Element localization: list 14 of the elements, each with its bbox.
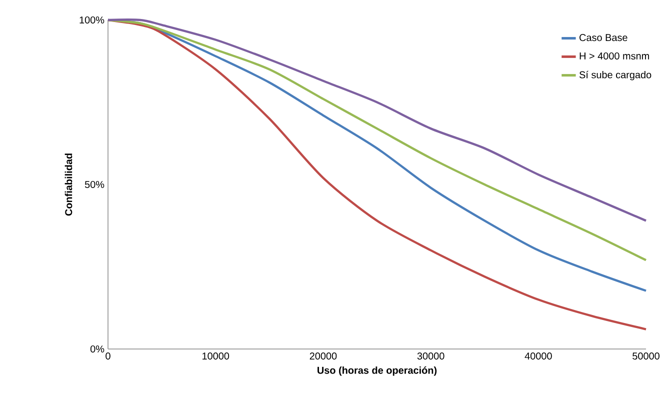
legend-label: Caso Base	[580, 34, 628, 42]
x-tick-label: 20000	[310, 352, 337, 360]
x-tick-label: 50000	[632, 352, 660, 360]
y-tick-label: 100%	[80, 16, 104, 24]
y-axis-title: Confiabilidad	[64, 154, 72, 216]
legend-label: Sí sube cargado	[579, 70, 652, 80]
x-tick-label: 0	[106, 352, 110, 360]
x-axis-title: Uso (horas de operación)	[318, 366, 437, 376]
y-tick-label: 0%	[90, 345, 104, 353]
x-tick-label: 10000	[202, 352, 230, 360]
x-tick-label: 40000	[524, 352, 552, 360]
legend-label: H > 4000 msnm	[580, 52, 649, 60]
y-tick-label: 50%	[84, 180, 104, 188]
x-tick-label: 30000	[417, 352, 444, 360]
